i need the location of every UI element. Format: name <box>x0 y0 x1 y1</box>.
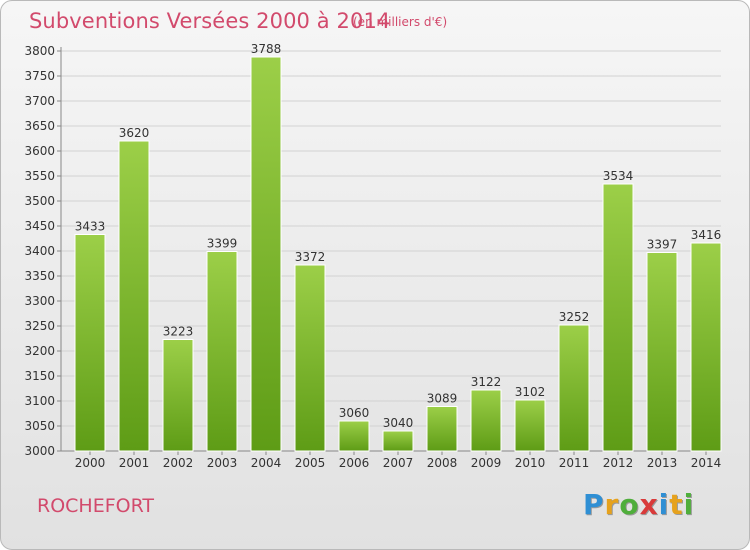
y-tick-label: 3550 <box>24 169 55 183</box>
y-tick-label: 3750 <box>24 69 55 83</box>
data-label: 3122 <box>471 375 502 389</box>
bar-2002 <box>162 339 194 452</box>
x-tick-label: 2005 <box>295 456 326 470</box>
bar-2003 <box>206 251 238 452</box>
data-label: 3433 <box>75 220 106 234</box>
x-tick-label: 2006 <box>339 456 370 470</box>
data-label: 3252 <box>559 310 590 324</box>
y-tick-label: 3700 <box>24 94 55 108</box>
y-tick-label: 3400 <box>24 244 55 258</box>
y-tick-label: 3800 <box>24 44 55 58</box>
y-tick-label: 3250 <box>24 319 55 333</box>
x-tick-label: 2012 <box>603 456 634 470</box>
y-tick-label: 3500 <box>24 194 55 208</box>
x-tick-label: 2010 <box>515 456 546 470</box>
bar-2013 <box>646 252 678 452</box>
unit-note: (en milliers d'€) <box>353 15 448 29</box>
y-tick-label: 3450 <box>24 219 55 233</box>
data-label: 3416 <box>691 228 722 242</box>
data-label: 3102 <box>515 385 546 399</box>
x-tick-label: 2007 <box>383 456 414 470</box>
bar-2007 <box>382 430 414 452</box>
data-label: 3620 <box>119 126 150 140</box>
bar-2008 <box>426 406 458 452</box>
x-tick-label: 2004 <box>251 456 282 470</box>
x-tick-label: 2014 <box>691 456 722 470</box>
logo-letter: P <box>583 488 605 521</box>
x-tick-label: 2001 <box>119 456 150 470</box>
y-tick-label: 3200 <box>24 344 55 358</box>
data-label: 3399 <box>207 237 238 251</box>
data-label: 3372 <box>295 250 326 264</box>
y-tick-label: 3150 <box>24 369 55 383</box>
x-tick-label: 2009 <box>471 456 502 470</box>
x-tick-label: 2000 <box>75 456 106 470</box>
bar-2004 <box>250 56 282 452</box>
logo-letter: o <box>619 488 640 521</box>
bar-2010 <box>514 399 546 452</box>
y-tick-label: 3650 <box>24 119 55 133</box>
chart-title: Subventions Versées 2000 à 2014 <box>29 9 391 33</box>
bar-2012 <box>602 183 634 452</box>
data-label: 3397 <box>647 238 678 252</box>
proxiti-logo: Proxiti <box>583 488 694 521</box>
bar-2011 <box>558 324 590 452</box>
data-label: 3788 <box>251 42 282 56</box>
bar-2000 <box>74 234 106 452</box>
logo-letter: x <box>639 488 659 521</box>
data-label: 3089 <box>427 392 458 406</box>
bar-2001 <box>118 140 150 452</box>
logo-letter: i <box>658 488 670 521</box>
y-tick-label: 3300 <box>24 294 55 308</box>
bar-2009 <box>470 389 502 452</box>
bar-2006 <box>338 420 370 452</box>
bar-2005 <box>294 264 326 452</box>
y-tick-label: 3350 <box>24 269 55 283</box>
y-tick-label: 3000 <box>24 444 55 458</box>
x-tick-label: 2011 <box>559 456 590 470</box>
x-tick-label: 2002 <box>163 456 194 470</box>
x-tick-label: 2008 <box>427 456 458 470</box>
town-name: ROCHEFORT <box>37 495 155 517</box>
logo-letter: r <box>604 488 620 521</box>
x-tick-label: 2003 <box>207 456 238 470</box>
data-label: 3060 <box>339 406 370 420</box>
data-label: 3040 <box>383 416 414 430</box>
data-label: 3223 <box>163 325 194 339</box>
y-tick-label: 3100 <box>24 394 55 408</box>
logo-letter: t <box>669 488 684 521</box>
y-tick-label: 3600 <box>24 144 55 158</box>
y-tick-label: 3050 <box>24 419 55 433</box>
data-label: 3534 <box>603 169 634 183</box>
x-tick-label: 2013 <box>647 456 678 470</box>
bar-2014 <box>690 242 722 452</box>
logo-letter: i <box>683 488 695 521</box>
